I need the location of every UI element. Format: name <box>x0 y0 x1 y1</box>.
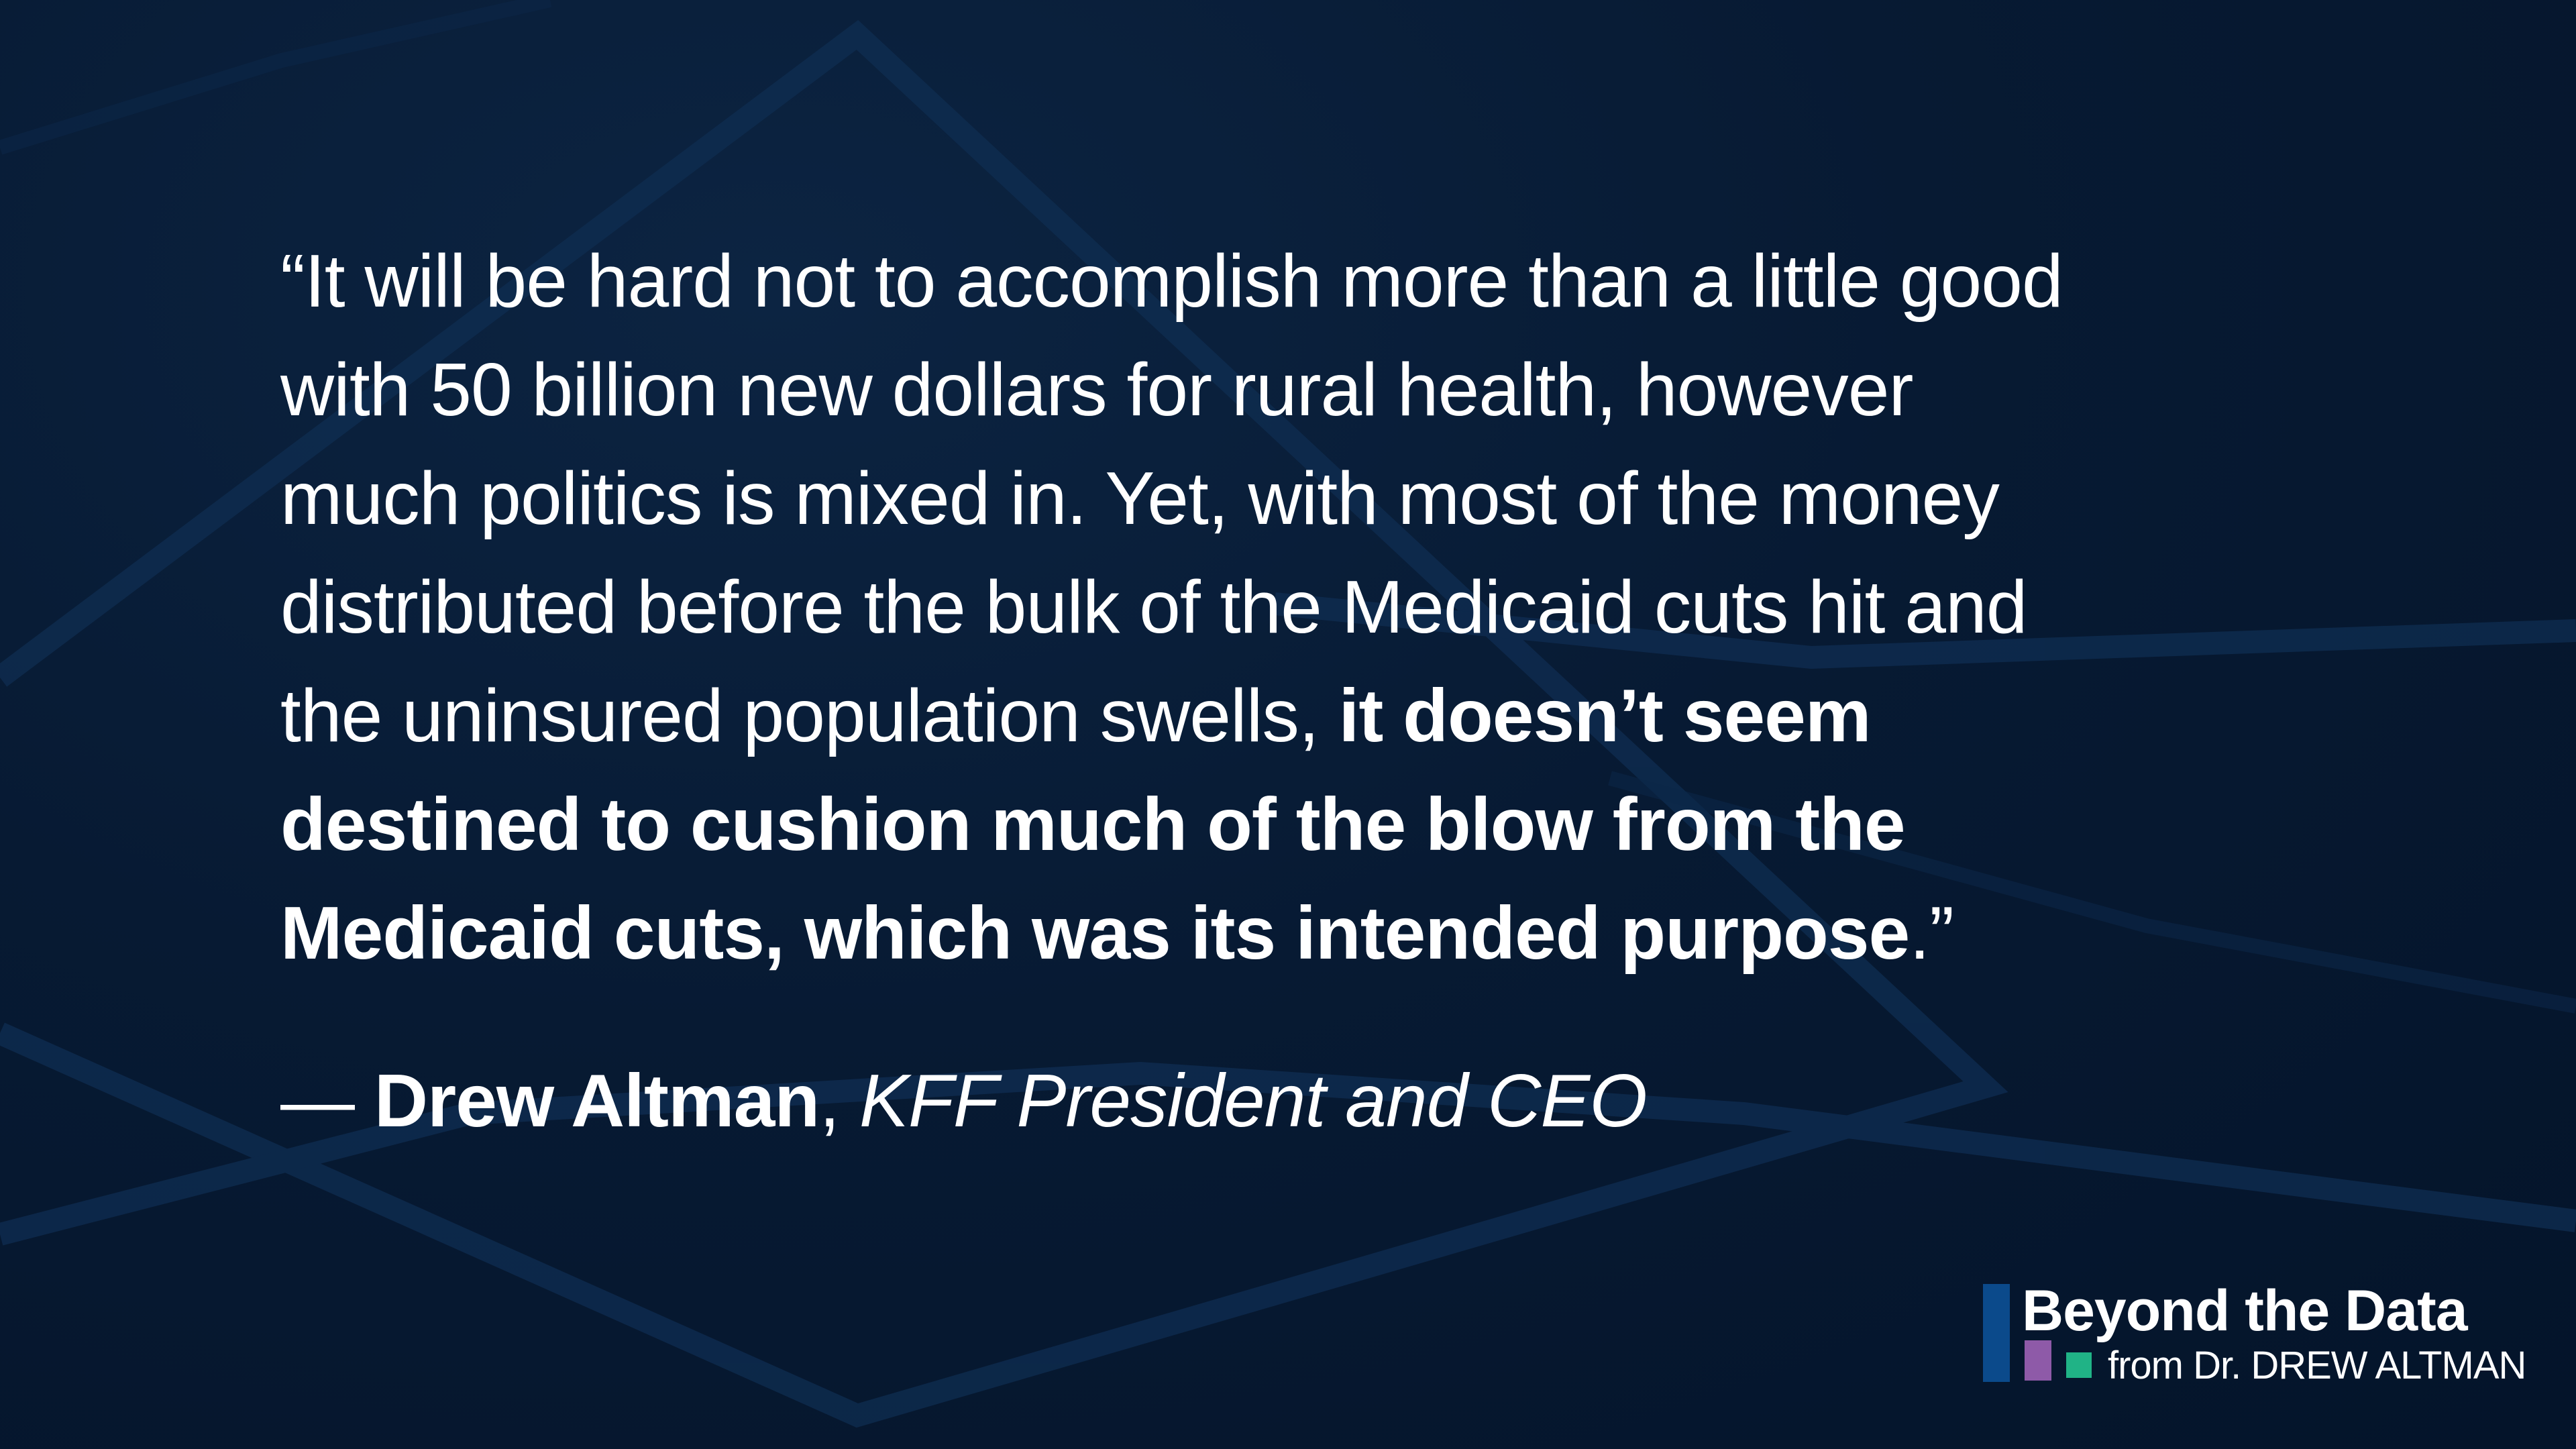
quote-attribution: — Drew Altman, KFF President and CEO <box>280 1046 1648 1155</box>
brand-title: Beyond the Data <box>2022 1279 2468 1343</box>
logo-bar-blue <box>1983 1284 2010 1382</box>
quote-line: much politics is mixed in. Yet, with mos… <box>280 457 2000 540</box>
quote-line: destined to cushion much of the blow fro… <box>280 770 2360 879</box>
quote-line: with 50 billion new dollars for rural he… <box>280 348 1913 431</box>
brand-subtitle: from Dr. DREW ALTMAN <box>2108 1344 2526 1387</box>
quote-emphasis: it doesn’t seem <box>1338 674 1872 757</box>
background-faint-line <box>1608 771 2576 1014</box>
quote-line: “It will be hard not to accomplish more … <box>280 239 2063 323</box>
background-diamond-line <box>0 19 2008 1428</box>
speaker-name: Drew Altman <box>374 1059 820 1142</box>
logo-square-green <box>2066 1352 2092 1378</box>
quote-emphasis: destined to cushion much of the blow fro… <box>280 783 1906 866</box>
quote-emphasis: Medicaid cuts, which was its intended pu… <box>280 892 1910 975</box>
background-wave-line <box>0 1061 2576 1246</box>
attribution-dash: — <box>280 1059 374 1142</box>
background-faint-line-2 <box>0 0 552 155</box>
speaker-title: KFF President and CEO <box>859 1059 1648 1142</box>
logo-square-purple <box>2025 1340 2051 1381</box>
quote-line: distributed before the bulk of the Medic… <box>280 566 2027 649</box>
background-wave-line-2 <box>1273 592 2576 669</box>
attribution-separator: , <box>819 1059 859 1142</box>
quote-line: Medicaid cuts, which was its intended pu… <box>280 892 1954 975</box>
quote-text: “It will be hard not to accomplish more … <box>280 227 2360 987</box>
brand-logo: Beyond the Data from Dr. DREW ALTMAN <box>1983 1277 2526 1391</box>
quote-line: the uninsured population swells, it does… <box>280 674 1872 757</box>
